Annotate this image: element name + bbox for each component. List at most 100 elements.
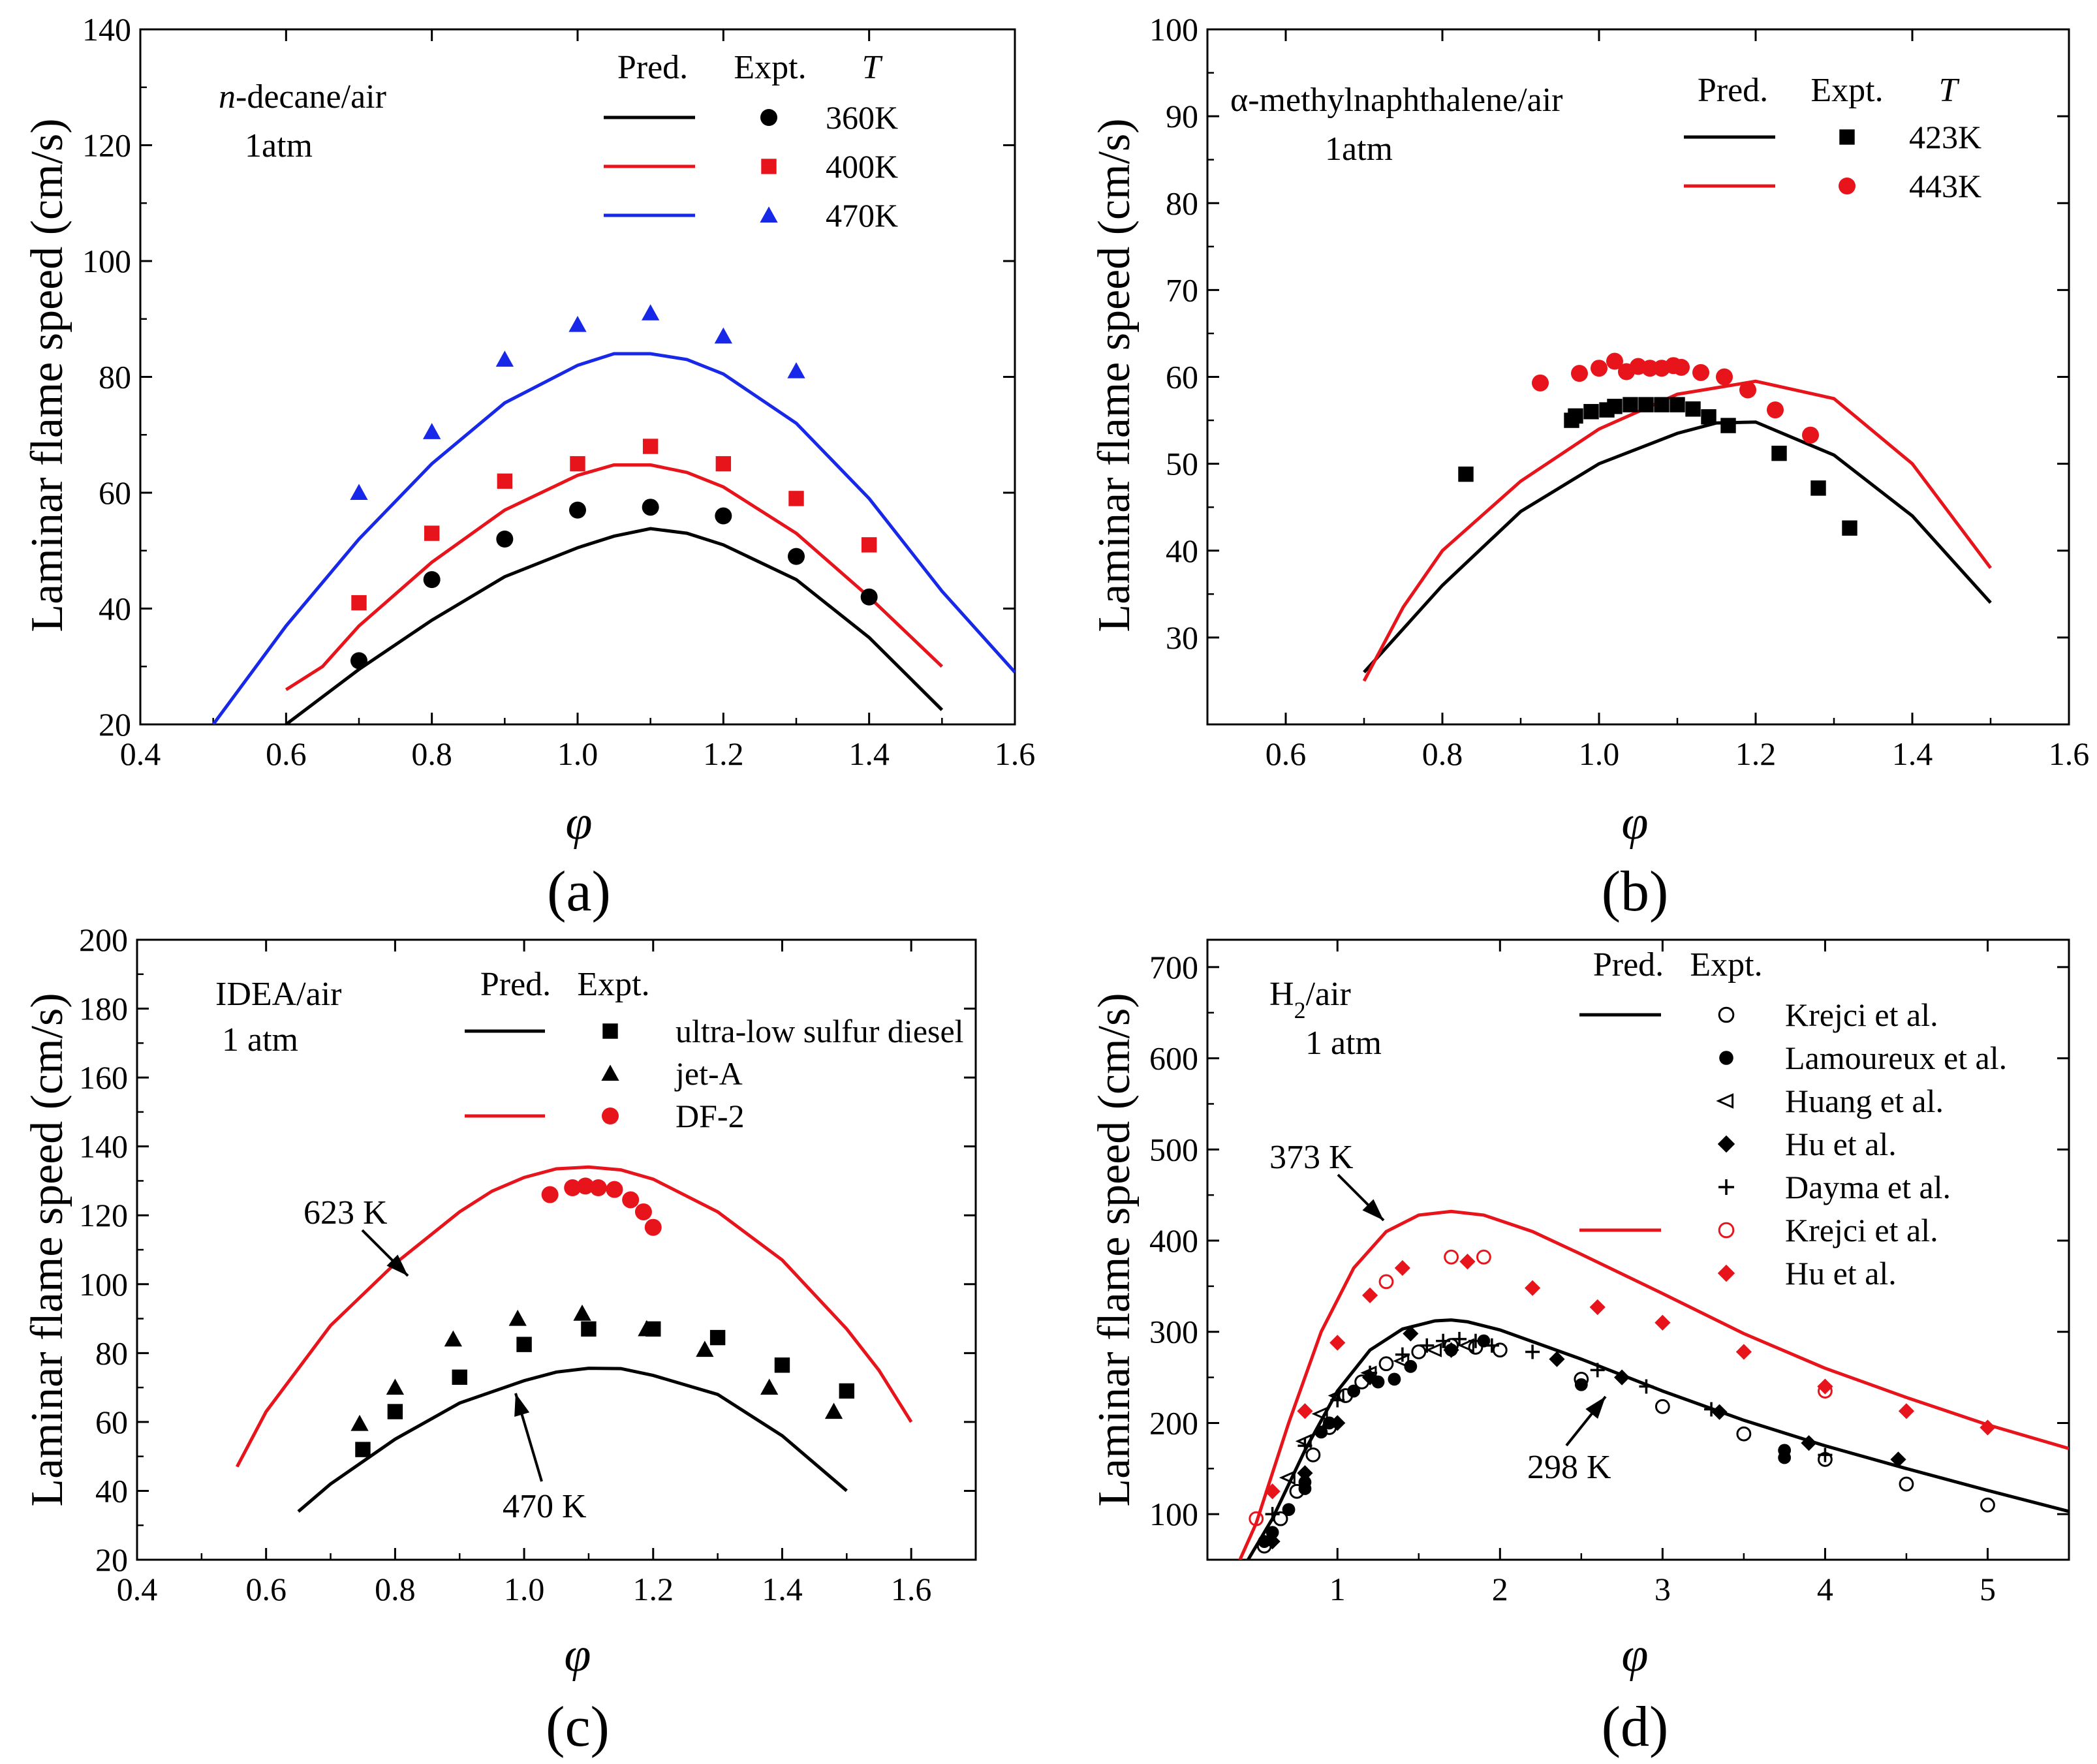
expt-point-triangle	[573, 1304, 591, 1321]
expt-point-open-circle	[1444, 1249, 1459, 1265]
expt-point-circle	[642, 499, 659, 516]
expt-point-dot	[1282, 1503, 1296, 1517]
expt-point-open-circle	[1273, 1511, 1288, 1526]
expt-point-triangle	[787, 362, 805, 379]
expt-point-circle	[644, 1218, 662, 1236]
legend-marker	[1717, 1264, 1735, 1282]
expt-point-square	[709, 1329, 726, 1346]
expt-point-dot	[1258, 1535, 1271, 1548]
expt-point-square	[715, 456, 732, 472]
fuel-label: IDEA/air	[215, 976, 341, 1013]
legend-label: 443K	[1909, 168, 1981, 204]
legend-marker	[601, 1064, 619, 1081]
x-axis-label: φ	[566, 796, 593, 850]
y-tick-label: 600	[1149, 1040, 1198, 1077]
expt-point-open-circle	[1492, 1342, 1508, 1358]
expt-point-plus	[1330, 1393, 1345, 1408]
expt-point-circle	[788, 548, 805, 565]
legend-label: jet-A	[674, 1055, 743, 1092]
expt-point-square	[788, 491, 804, 506]
y-tick-label: 40	[99, 591, 131, 627]
y-tick-label: 200	[1149, 1404, 1198, 1441]
y-axis-label: Laminar flame speed (cm/s)	[1089, 993, 1140, 1506]
expt-point-triangle	[568, 315, 587, 332]
y-tick-label: 40	[1166, 533, 1198, 569]
y-tick-label: 300	[1149, 1314, 1198, 1350]
expt-point-plus	[1468, 1333, 1483, 1348]
expt-point-diamond	[1801, 1435, 1817, 1451]
expt-point-plus	[1525, 1344, 1540, 1359]
expt-point-circle	[589, 1179, 607, 1196]
legend-label: Huang et al.	[1785, 1083, 1944, 1119]
expt-point-diamond	[1613, 1369, 1630, 1385]
expt-point-diamond	[1264, 1483, 1281, 1500]
legend-label: Dayma et al.	[1785, 1169, 1951, 1205]
expt-point-plus	[1639, 1379, 1654, 1394]
x-tick-label: 5	[1980, 1571, 1996, 1607]
expt-point-circle	[860, 588, 878, 606]
expt-point-diamond	[1459, 1254, 1476, 1270]
pressure-label: 1atm	[1325, 131, 1393, 168]
expt-point-square	[774, 1357, 790, 1373]
x-tick-label: 0.6	[1266, 735, 1307, 772]
y-tick-label: 140	[79, 1128, 128, 1165]
pred-line-443K	[1362, 379, 1992, 682]
y-tick-label: 120	[79, 1197, 128, 1233]
fuel-sub: 2	[1294, 997, 1306, 1023]
expt-point-diamond	[1297, 1403, 1313, 1419]
x-tick-label: 1.2	[1735, 735, 1777, 772]
x-tick-label: 1	[1329, 1571, 1346, 1607]
expt-point-diamond	[1980, 1419, 1996, 1436]
x-tick-label: 1.2	[633, 1571, 674, 1607]
panel-b: 30 40 50 60 70 80 90 100 0.6 0.8 1.0 1.2 1.4 1.6 Lamin…	[1089, 11, 2089, 923]
y-tick-label: 20	[95, 1541, 128, 1578]
legend-expt-header: Expt.	[1690, 946, 1762, 983]
legend-expt-header: Expt.	[577, 966, 649, 1003]
arrow-label-298K: 298 K	[1527, 1449, 1611, 1486]
expt-point-triangle	[508, 1309, 527, 1326]
expt-point-triangle	[760, 1378, 779, 1395]
expt-point-square	[1771, 445, 1787, 461]
legend-label: 360K	[826, 99, 898, 136]
legend-marker	[760, 206, 778, 223]
legend-label: DF-2	[676, 1098, 745, 1134]
expt-point-plus	[1484, 1338, 1499, 1353]
legend-label: Krejci et al.	[1785, 1212, 1938, 1248]
legend-pred-header: Pred.	[617, 49, 688, 86]
x-tick-label: 1.6	[995, 735, 1036, 772]
expt-point-diamond	[1549, 1351, 1565, 1367]
legend-marker	[602, 1023, 618, 1039]
expt-point-triangle	[423, 423, 441, 439]
expt-point-diamond	[1443, 1342, 1459, 1358]
legend-marker	[1718, 1222, 1735, 1239]
expt-point-square	[497, 473, 513, 489]
expt-point-triangle	[638, 1320, 656, 1337]
y-tick-label: 120	[82, 127, 131, 164]
y-tick-label: 160	[79, 1059, 128, 1096]
arrow-label-623K: 623 K	[303, 1194, 388, 1231]
expt-point-dot	[1298, 1476, 1312, 1489]
expt-point-circle	[622, 1191, 640, 1209]
legend-marker	[761, 159, 777, 174]
pred-line-400K	[285, 463, 944, 691]
x-tick-label: 1.6	[2049, 735, 2090, 772]
expt-point-open-circle	[1305, 1447, 1321, 1462]
legend-label: 470K	[826, 197, 898, 234]
panel-a: 20 40 60 80 100 120 140 0.4 0.6 0.8 1.0 1.2 1.4 1.6 La…	[22, 11, 1035, 923]
expt-point-circle	[1767, 401, 1784, 419]
expt-point-open-circle	[1249, 1511, 1264, 1526]
expt-point-open-circle	[1378, 1274, 1394, 1290]
expt-point-circle	[1739, 381, 1756, 399]
expt-point-circle	[1532, 374, 1549, 392]
expt-point-diamond	[1898, 1403, 1915, 1419]
expt-point-square	[1685, 401, 1701, 417]
legend-marker	[602, 1107, 619, 1124]
y-tick-label: 400	[1149, 1222, 1198, 1259]
expt-point-plus	[1395, 1347, 1410, 1362]
expt-point-circle	[541, 1186, 559, 1203]
expt-point-plus	[1363, 1365, 1378, 1380]
y-tick-label: 100	[1149, 11, 1198, 48]
y-tick-label: 70	[1166, 271, 1198, 308]
y-tick-label: 30	[1166, 619, 1198, 656]
expt-point-diamond	[1890, 1451, 1906, 1468]
